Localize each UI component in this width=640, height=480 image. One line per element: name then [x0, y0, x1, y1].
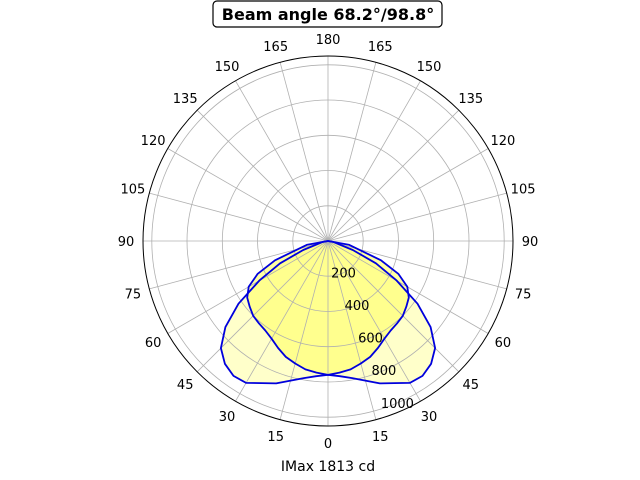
angular-gridline [327, 148, 489, 242]
series-line-1 [246, 240, 410, 376]
angle-tick-label: 60 [145, 336, 162, 351]
angular-gridline [327, 62, 377, 242]
angular-gridline [196, 109, 329, 242]
radial-tick-label: 200 [331, 267, 356, 282]
angular-gridline [149, 192, 329, 242]
chart-title-box [212, 0, 443, 28]
angular-gridline [235, 80, 329, 242]
angle-tick-label: 90 [118, 235, 135, 250]
angular-gridline [279, 240, 329, 420]
angle-tick-label: 60 [495, 336, 512, 351]
angular-gridline [327, 192, 507, 242]
label-layer: 200 400 600 800 1000 0 15 30 45 60 75 90 105 120 135 15… [118, 33, 539, 452]
angle-tick-label: 165 [368, 40, 393, 55]
angle-tick-label: 15 [267, 430, 284, 445]
angular-gridline [327, 80, 421, 242]
outer-frame [142, 55, 514, 427]
angle-tick-label: 105 [511, 183, 536, 198]
angle-tick-label: 180 [316, 33, 341, 48]
chart-title: Beam angle 68.2°/98.8° [222, 5, 434, 24]
angle-tick-label: 150 [417, 60, 442, 75]
angle-tick-label: 0 [324, 437, 332, 452]
angular-gridline [235, 240, 329, 402]
angle-tick-label: 120 [141, 134, 166, 149]
radial-tick-label: 600 [358, 332, 383, 347]
x-axis-label: IMax 1813 cd [281, 459, 375, 475]
angular-gridline [327, 240, 421, 402]
angle-tick-label: 135 [173, 92, 198, 107]
angular-gridline [279, 62, 329, 242]
angle-tick-label: 30 [219, 410, 236, 425]
series-layer [219, 240, 437, 385]
chart-title-group: Beam angle 68.2°/98.8° [212, 0, 443, 28]
angular-gridline [196, 240, 329, 373]
angle-tick-label: 105 [120, 183, 145, 198]
radial-tick-label: 800 [371, 364, 396, 379]
angle-tick-label: 135 [458, 92, 483, 107]
angle-tick-label: 75 [125, 287, 142, 302]
angle-tick-label: 165 [263, 40, 288, 55]
angle-tick-label: 75 [515, 287, 532, 302]
angular-gridline [327, 240, 460, 373]
angular-gridline [167, 148, 329, 242]
radial-tick-label: 1000 [381, 397, 414, 412]
angle-tick-label: 15 [372, 430, 389, 445]
angle-tick-label: 120 [490, 134, 515, 149]
angle-tick-label: 30 [421, 410, 438, 425]
angle-tick-label: 45 [177, 378, 194, 393]
angle-tick-label: 150 [215, 60, 240, 75]
angle-tick-label: 90 [522, 235, 539, 250]
angular-gridline [327, 109, 460, 242]
angular-gridline [327, 240, 377, 420]
radial-tick-label: 400 [345, 299, 370, 314]
angle-tick-label: 45 [463, 378, 480, 393]
